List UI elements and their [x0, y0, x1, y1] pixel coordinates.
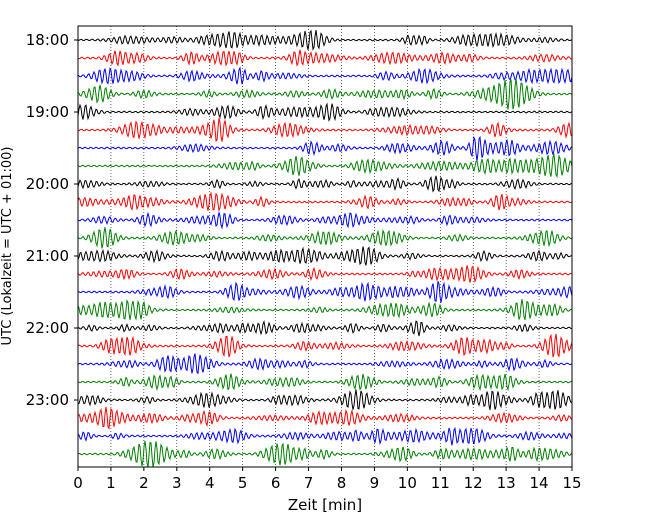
x-axis-label: Zeit [min]: [288, 496, 362, 514]
seismogram-trace: [77, 426, 573, 446]
seismogram-trace: [77, 191, 573, 212]
x-tick-label: 8: [337, 474, 347, 492]
y-tick-label: 18:00: [26, 31, 69, 49]
seismogram-trace: [77, 78, 573, 110]
seismogram-trace: [77, 227, 573, 249]
x-tick-label: 0: [73, 474, 83, 492]
seismogram-trace: [77, 29, 573, 51]
x-tick-label: 15: [562, 474, 581, 492]
seismogram-trace: [77, 49, 573, 67]
y-tick-label: 21:00: [26, 247, 69, 265]
x-tick-label: 10: [398, 474, 417, 492]
seismogram-trace: [77, 175, 573, 193]
x-tick-label: 14: [530, 474, 549, 492]
seismogram-trace: [77, 353, 573, 375]
x-tick-label: 6: [271, 474, 281, 492]
seismogram-trace: [77, 319, 573, 337]
traces: [77, 29, 573, 468]
y-axis-label: UTC (Lokalzeit = UTC + 01:00): [0, 147, 15, 346]
y-tick-label: 22:00: [26, 319, 69, 337]
x-tick-label: 13: [497, 474, 516, 492]
x-tick-label: 3: [172, 474, 182, 492]
y-tick-label: 23:00: [26, 391, 69, 409]
x-tick-label: 5: [238, 474, 248, 492]
seismogram-trace: [77, 440, 573, 468]
seismogram-trace: [77, 153, 573, 179]
x-tick-label: 4: [205, 474, 215, 492]
seismogram-trace: [77, 210, 573, 230]
x-axis: 0 1 2 3 4 5 6 7 8 9 10 11 12 13 14 15: [73, 467, 582, 492]
x-tick-label: 2: [139, 474, 149, 492]
seismogram-trace: [77, 373, 573, 392]
seismogram-trace: [77, 102, 573, 122]
y-tick-label: 20:00: [26, 175, 69, 193]
y-tick-label: 19:00: [26, 103, 69, 121]
seismogram-trace: [77, 281, 573, 303]
seismogram-trace: [77, 66, 573, 85]
y-axis: 18:00 19:00 20:00 21:00 22:00 23:00: [26, 31, 78, 409]
x-tick-label: 9: [370, 474, 380, 492]
seismogram-trace: [77, 389, 573, 410]
x-tick-label: 7: [304, 474, 314, 492]
seismogram-trace: [77, 135, 573, 162]
seismogram-trace: [77, 246, 573, 266]
seismogram-trace: [77, 299, 573, 321]
seismogram-trace: [78, 117, 573, 142]
x-tick-label: 11: [431, 474, 450, 492]
x-tick-label: 12: [464, 474, 483, 492]
seismogram-trace: [77, 265, 573, 284]
plot-frame: [77, 25, 573, 468]
seismogram-trace: [77, 406, 573, 430]
x-tick-label: 1: [106, 474, 116, 492]
seismogram-trace: [77, 333, 573, 358]
